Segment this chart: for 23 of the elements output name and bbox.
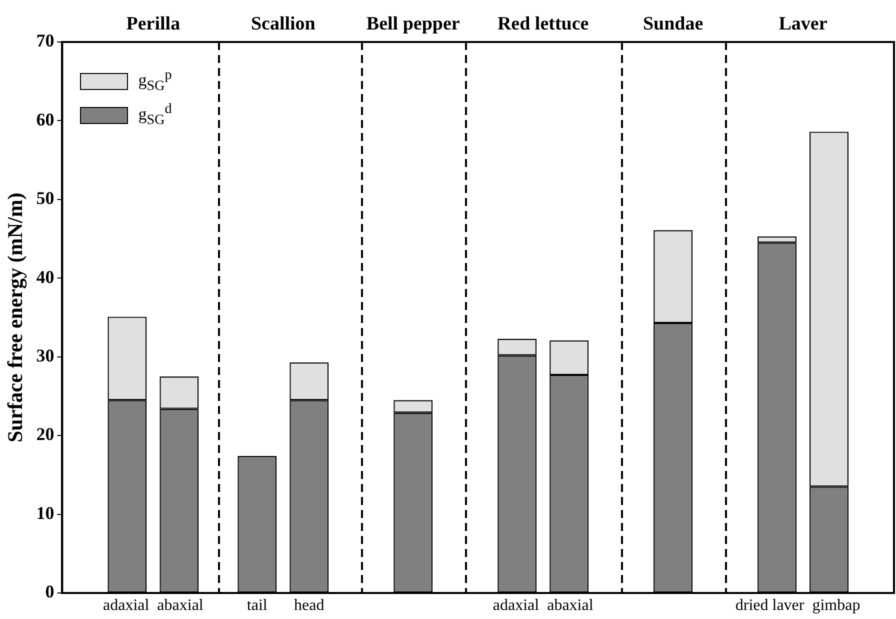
y-tick-label: 40 [36,266,54,287]
x-tick-label: tail [246,597,268,614]
y-axis-title: Surface free energy (mN/m) [3,192,28,442]
text: Red lettuce [497,13,589,34]
x-tick-label: adaxial [102,597,150,614]
y-tick-label: 0 [45,582,54,602]
text: Bell pepper [366,13,460,34]
x-tick-label: abaxial [157,597,204,614]
x-tick-label: adaxial [492,597,540,614]
x-tick-label: gimbap [812,597,860,614]
y-tick-label: 60 [36,109,54,130]
x-tick-label: head [294,597,324,614]
y-tick-label: 50 [36,188,54,208]
x-tick-label: abaxial [547,597,594,614]
y-tick-label: 20 [36,424,54,444]
y-tick-label: 10 [36,502,54,523]
text: Sundae [642,13,704,34]
y-tick-label: 30 [36,346,54,366]
text: Perilla [126,13,181,34]
x-tick-label: dried laver [735,597,805,614]
text: Scallion [250,13,316,34]
text: Laver [778,13,828,34]
y-tick-label: 70 [36,30,54,51]
